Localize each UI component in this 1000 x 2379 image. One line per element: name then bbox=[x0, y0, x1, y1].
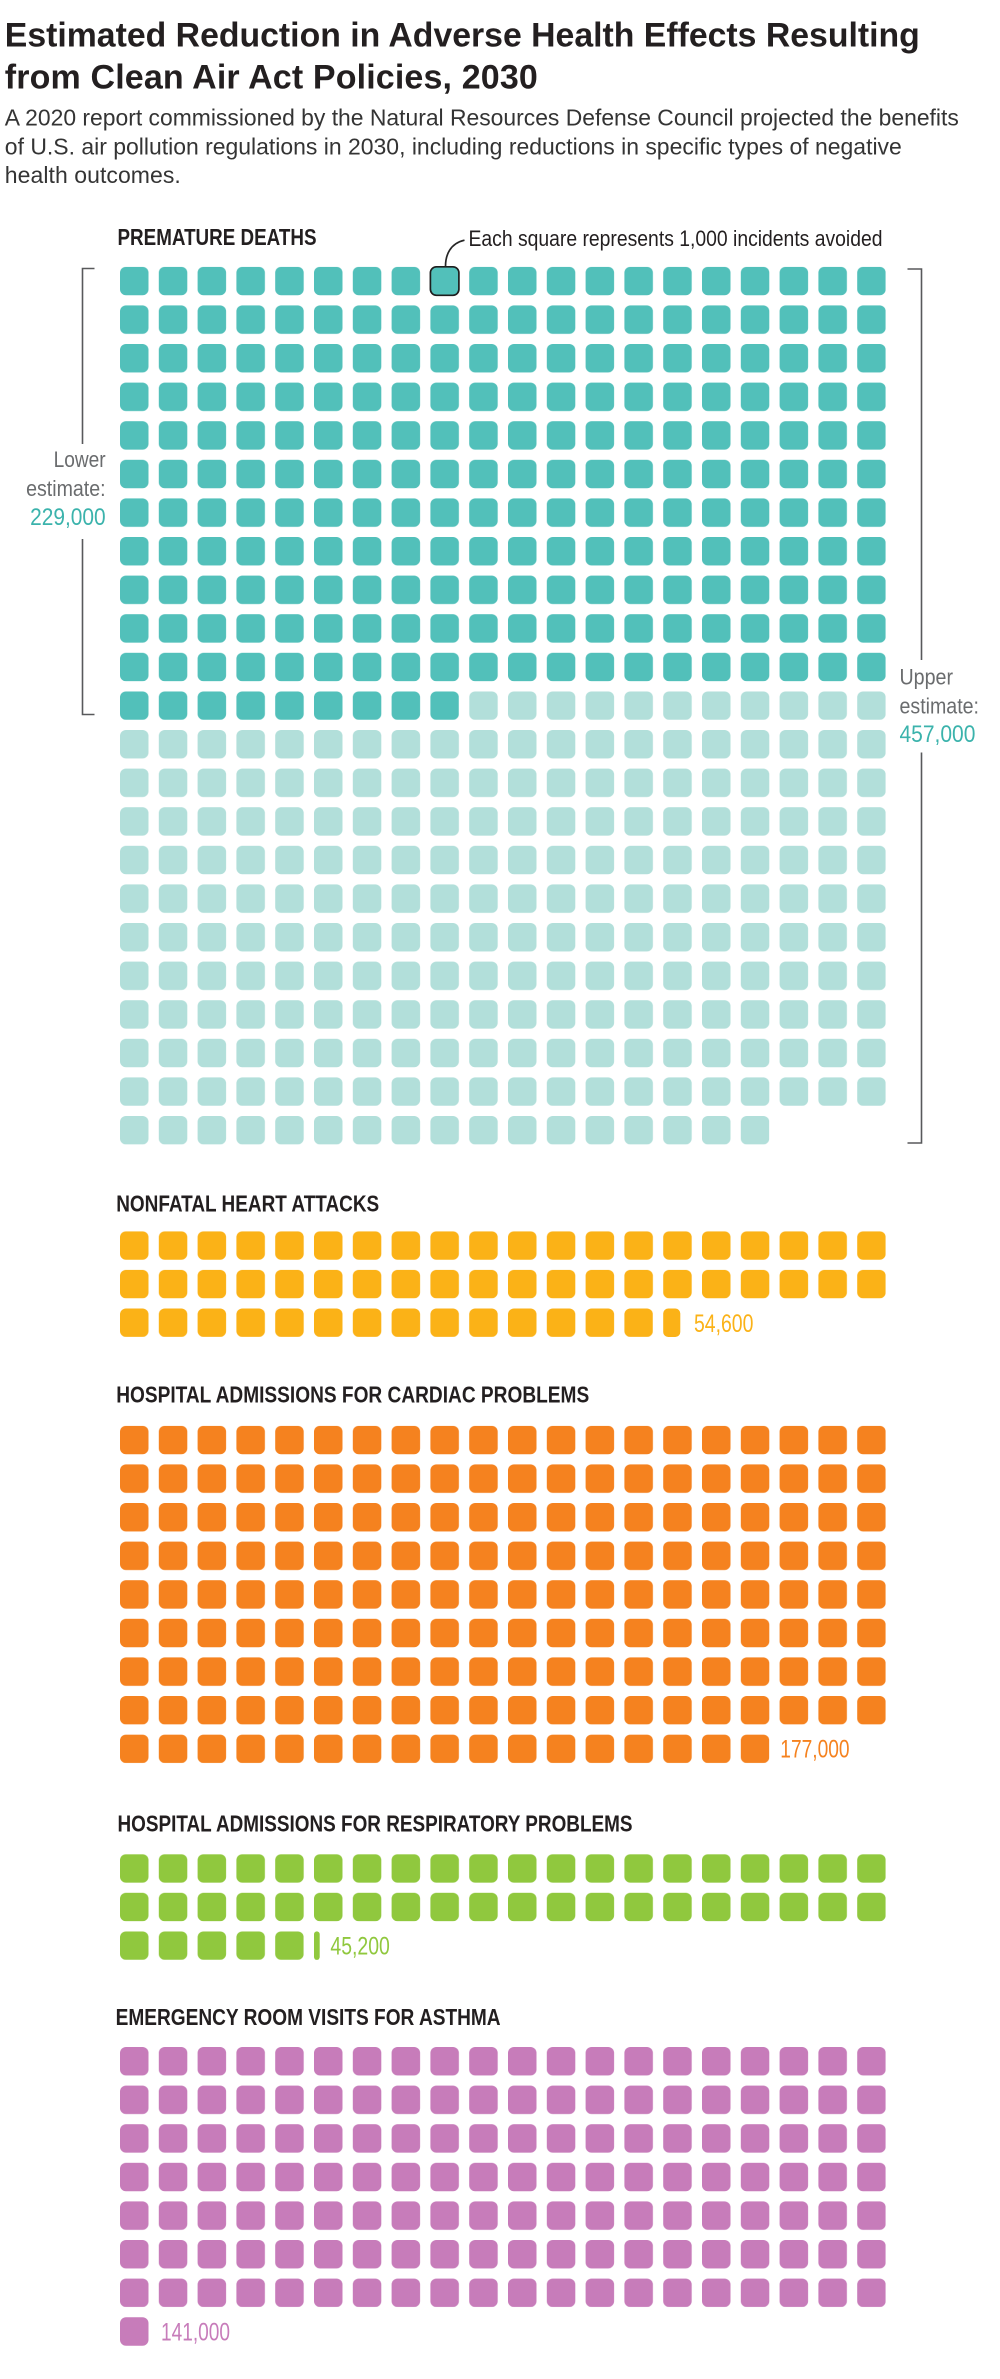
svg-text:HOSPITAL ADMISSIONS FOR CARDIA: HOSPITAL ADMISSIONS FOR CARDIAC PROBLEMS bbox=[116, 1382, 589, 1408]
svg-text:PREMATURE DEATHS: PREMATURE DEATHS bbox=[118, 224, 317, 250]
svg-text:Each square represents 1,000 i: Each square represents 1,000 incidents a… bbox=[469, 226, 883, 251]
svg-text:from Clean Air Act Policies, 2: from Clean Air Act Policies, 2030 bbox=[5, 59, 538, 97]
svg-text:45,200: 45,200 bbox=[330, 1933, 389, 1961]
svg-text:A 2020 report commissioned by: A 2020 report commissioned by the Natura… bbox=[5, 105, 959, 131]
svg-text:229,000: 229,000 bbox=[30, 504, 106, 531]
svg-text:estimate:: estimate: bbox=[26, 476, 106, 501]
svg-text:estimate:: estimate: bbox=[900, 693, 980, 718]
svg-text:Estimated Reduction in Adverse: Estimated Reduction in Adverse Health Ef… bbox=[5, 17, 920, 55]
svg-text:54,600: 54,600 bbox=[694, 1310, 753, 1338]
svg-text:health outcomes.: health outcomes. bbox=[5, 162, 181, 188]
svg-text:HOSPITAL ADMISSIONS FOR RESPIR: HOSPITAL ADMISSIONS FOR RESPIRATORY PROB… bbox=[118, 1811, 633, 1837]
svg-text:of U.S. air pollution regulati: of U.S. air pollution regulations in 203… bbox=[5, 133, 902, 159]
svg-text:141,000: 141,000 bbox=[161, 2318, 230, 2346]
svg-text:457,000: 457,000 bbox=[900, 721, 976, 748]
svg-text:177,000: 177,000 bbox=[780, 1735, 849, 1763]
svg-text:NONFATAL HEART ATTACKS: NONFATAL HEART ATTACKS bbox=[116, 1191, 379, 1217]
svg-text:Upper: Upper bbox=[900, 664, 954, 689]
svg-text:Lower: Lower bbox=[54, 447, 106, 472]
svg-text:EMERGENCY ROOM VISITS FOR ASTH: EMERGENCY ROOM VISITS FOR ASTHMA bbox=[116, 2004, 501, 2030]
